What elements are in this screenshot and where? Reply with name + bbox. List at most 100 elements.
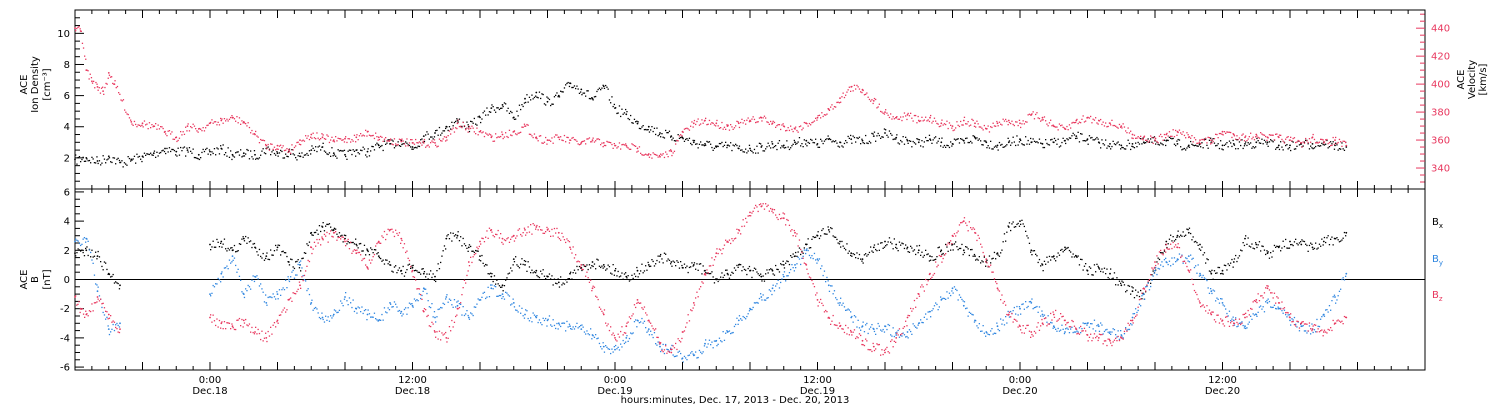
b-point xyxy=(1046,256,1048,258)
density-point xyxy=(751,150,753,152)
b-point xyxy=(1240,322,1242,324)
velocity-point xyxy=(578,144,581,146)
b-point xyxy=(978,256,980,258)
b-point xyxy=(1148,289,1151,291)
density-point xyxy=(198,158,201,161)
density-point xyxy=(1019,138,1021,141)
density-point xyxy=(726,146,728,149)
velocity-point xyxy=(1205,137,1207,139)
b-point xyxy=(1233,324,1236,326)
velocity-point xyxy=(132,124,134,126)
b-point xyxy=(810,257,812,259)
velocity-point xyxy=(1334,139,1336,142)
velocity-point xyxy=(282,145,284,147)
b-point xyxy=(997,254,999,256)
b-point xyxy=(382,259,384,261)
velocity-point xyxy=(285,149,287,151)
b-point xyxy=(115,281,117,283)
density-point xyxy=(791,145,793,147)
b-point xyxy=(220,281,222,283)
velocity-point xyxy=(383,138,386,140)
b-point xyxy=(406,269,408,271)
velocity-point xyxy=(430,142,432,144)
density-point xyxy=(140,158,142,160)
b-point xyxy=(551,275,553,277)
b-point xyxy=(517,265,519,267)
density-point xyxy=(1102,143,1104,145)
b-point xyxy=(1341,278,1343,281)
b-point xyxy=(563,239,566,241)
b-point xyxy=(413,298,416,300)
b-point xyxy=(975,259,977,261)
b-point xyxy=(1111,331,1113,333)
b-point xyxy=(463,243,466,245)
b-point xyxy=(1342,237,1344,239)
velocity-point xyxy=(276,144,279,147)
b-point xyxy=(1208,270,1211,272)
density-point xyxy=(253,150,256,152)
velocity-point xyxy=(985,127,988,130)
b-point xyxy=(74,252,76,255)
density-point xyxy=(1271,140,1273,142)
velocity-point xyxy=(591,141,593,143)
b-point xyxy=(787,260,789,263)
b-point xyxy=(521,235,523,237)
b-point xyxy=(900,244,902,246)
velocity-point xyxy=(388,140,391,142)
b-point xyxy=(628,316,631,318)
b-point xyxy=(650,265,652,267)
b-point xyxy=(770,290,772,292)
density-point xyxy=(83,160,86,162)
b-point xyxy=(103,261,106,263)
velocity-point xyxy=(538,135,541,137)
b-point xyxy=(435,280,437,283)
velocity-point xyxy=(756,121,758,123)
density-point xyxy=(1065,142,1067,145)
density-point xyxy=(857,137,859,140)
velocity-point xyxy=(531,135,533,137)
density-point xyxy=(596,90,598,93)
b-point xyxy=(537,321,539,324)
b-point xyxy=(1108,332,1111,334)
b-point xyxy=(1064,331,1066,333)
density-point xyxy=(468,130,471,133)
b-point xyxy=(210,249,212,251)
velocity-point xyxy=(105,82,107,85)
b-point xyxy=(566,320,568,323)
velocity-point xyxy=(1230,131,1232,134)
velocity-point xyxy=(846,91,848,93)
b-point xyxy=(962,253,964,256)
velocity-point xyxy=(568,142,571,144)
velocity-point xyxy=(675,143,677,145)
b-point xyxy=(461,245,463,247)
b-point xyxy=(839,240,841,243)
density-point xyxy=(647,129,649,131)
b-point xyxy=(79,311,81,314)
left-tick-label: 8 xyxy=(64,60,70,71)
b-point xyxy=(86,313,88,315)
b-point xyxy=(318,238,321,241)
density-point xyxy=(832,140,834,142)
b-point xyxy=(588,281,591,283)
velocity-point xyxy=(521,126,523,128)
velocity-point xyxy=(917,115,919,118)
density-point xyxy=(1223,144,1226,146)
b-point xyxy=(536,224,538,227)
b-point xyxy=(1098,330,1101,332)
velocity-point xyxy=(1237,139,1239,141)
density-point xyxy=(895,138,897,140)
density-point xyxy=(660,136,662,138)
b-point xyxy=(583,265,586,267)
b-point xyxy=(456,301,458,303)
b-point xyxy=(1007,225,1009,227)
b-point xyxy=(896,331,898,333)
density-point xyxy=(366,156,368,158)
velocity-point xyxy=(141,122,144,125)
density-point xyxy=(1015,144,1017,147)
density-point xyxy=(1122,147,1124,149)
b-point xyxy=(888,237,891,239)
velocity-point xyxy=(838,102,841,104)
velocity-point xyxy=(403,143,406,145)
b-point xyxy=(1173,257,1176,259)
density-point xyxy=(136,153,138,155)
